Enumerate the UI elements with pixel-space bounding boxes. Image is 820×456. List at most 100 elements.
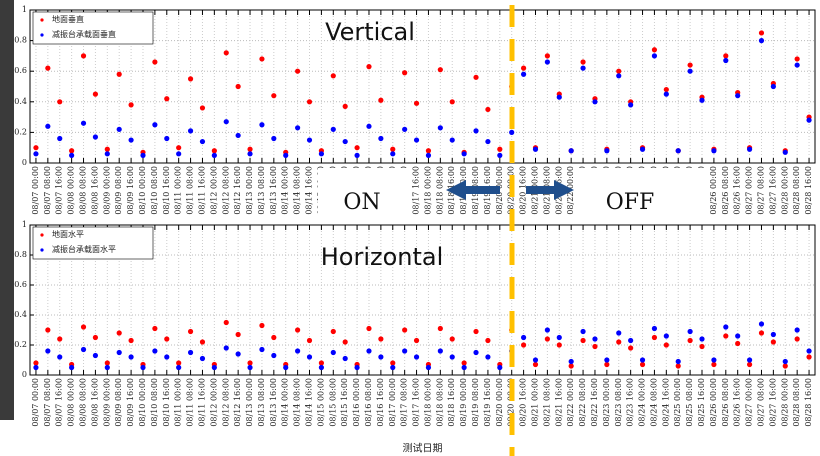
- data-point: [33, 151, 39, 157]
- data-point: [616, 330, 622, 336]
- data-point: [45, 123, 51, 129]
- data-point: [806, 348, 812, 354]
- y-tick-label: 0.8: [14, 250, 27, 259]
- legend-box: [32, 11, 154, 45]
- y-tick-label: 1: [22, 220, 27, 229]
- x-tick-label: 08/13 16:00: [269, 166, 278, 215]
- data-point: [306, 337, 313, 344]
- x-tick-label: 08/27 08:00: [756, 166, 765, 215]
- data-point: [746, 146, 753, 152]
- x-tick-label: 08/13 00:00: [245, 378, 254, 427]
- x-tick-label: 08/11 08:00: [186, 378, 195, 427]
- x-tick-label: 08/28 08:00: [792, 378, 801, 427]
- data-point: [473, 349, 479, 356]
- x-tick-label: 08/15 08:00: [328, 378, 337, 427]
- data-point: [413, 354, 420, 360]
- data-point: [592, 343, 598, 350]
- x-tick-label: 08/26 16:00: [733, 166, 742, 215]
- annotation: Vertical: [325, 18, 415, 46]
- legend-marker: [40, 248, 44, 252]
- x-tick-label: 08/12 00:00: [209, 166, 218, 215]
- data-point: [223, 319, 229, 326]
- data-point: [116, 126, 122, 132]
- x-tick-label: 08/07 00:00: [31, 378, 40, 427]
- x-tick-label: 08/07 16:00: [55, 378, 64, 427]
- arrow-right: [526, 180, 574, 200]
- data-point: [628, 102, 634, 108]
- data-point: [723, 57, 729, 64]
- data-point: [473, 328, 479, 335]
- data-point: [687, 337, 693, 344]
- data-point: [199, 355, 206, 362]
- x-tick-label: 08/27 16:00: [768, 166, 777, 215]
- data-point: [580, 65, 586, 71]
- data-point: [402, 70, 408, 76]
- data-point: [544, 59, 550, 65]
- data-point: [437, 348, 443, 354]
- legend-marker: [40, 33, 44, 37]
- data-point: [164, 336, 170, 342]
- data-point: [485, 354, 491, 360]
- data-point: [758, 330, 765, 336]
- data-point: [556, 342, 562, 348]
- data-point: [295, 68, 301, 74]
- data-point: [794, 336, 800, 342]
- data-point: [57, 354, 63, 360]
- plot-area: [30, 10, 815, 163]
- data-point: [164, 96, 170, 102]
- data-point: [211, 364, 217, 371]
- x-tick-label: 08/23 00:00: [602, 378, 611, 427]
- x-tick-label: 08/22 00:00: [566, 378, 575, 427]
- x-tick-label: 08/11 16:00: [197, 378, 206, 427]
- x-tick-label: 08/14 16:00: [305, 166, 314, 215]
- x-tick-label: 08/08 00:00: [67, 166, 76, 215]
- x-tick-label: 08/14 00:00: [281, 378, 290, 427]
- x-tick-label: 08/27 08:00: [756, 378, 765, 427]
- data-point: [92, 134, 99, 140]
- data-point: [354, 152, 360, 158]
- data-point: [770, 339, 776, 345]
- off-box: [575, 168, 705, 222]
- data-point: [342, 138, 348, 145]
- data-point: [235, 83, 241, 90]
- x-tick-label: 08/16 08:00: [364, 378, 373, 427]
- x-tick-label: 08/13 16:00: [269, 378, 278, 427]
- data-point: [461, 364, 467, 371]
- data-point: [116, 71, 122, 77]
- data-point: [687, 62, 693, 68]
- data-point: [628, 337, 634, 344]
- x-tick-label: 08/14 08:00: [293, 378, 302, 427]
- data-point: [318, 360, 325, 366]
- data-point: [152, 325, 158, 332]
- data-point: [69, 148, 75, 154]
- data-point: [604, 357, 610, 363]
- x-tick-label: 08/09 08:00: [114, 378, 123, 427]
- x-tick-label: 08/26 08:00: [721, 378, 730, 427]
- data-point: [116, 349, 122, 356]
- data-point: [532, 357, 539, 363]
- data-point: [413, 100, 420, 106]
- x-tick-label: 08/28 00:00: [780, 166, 789, 215]
- x-tick-label: 08/08 00:00: [67, 378, 76, 427]
- data-point: [259, 346, 265, 353]
- data-point: [199, 339, 206, 345]
- data-point: [57, 135, 63, 142]
- data-point: [520, 334, 527, 341]
- data-point: [544, 53, 550, 59]
- data-point: [80, 346, 87, 353]
- data-point: [199, 138, 206, 145]
- x-tick-label: 08/21 16:00: [554, 378, 563, 427]
- legend-box: [32, 226, 154, 260]
- data-point: [425, 364, 432, 371]
- x-tick-label: 08/26 08:00: [721, 166, 730, 215]
- data-point: [687, 328, 693, 335]
- data-point: [247, 364, 253, 371]
- data-point: [176, 364, 182, 371]
- x-tick-label: 08/08 16:00: [90, 166, 99, 215]
- x-tick-label: 08/18 16:00: [447, 378, 456, 427]
- x-tick-label: 08/13 08:00: [257, 378, 266, 427]
- x-tick-label: 08/28 00:00: [780, 378, 789, 427]
- x-tick-label: 08/27 00:00: [745, 166, 754, 215]
- data-point: [152, 59, 158, 65]
- data-point: [485, 106, 491, 113]
